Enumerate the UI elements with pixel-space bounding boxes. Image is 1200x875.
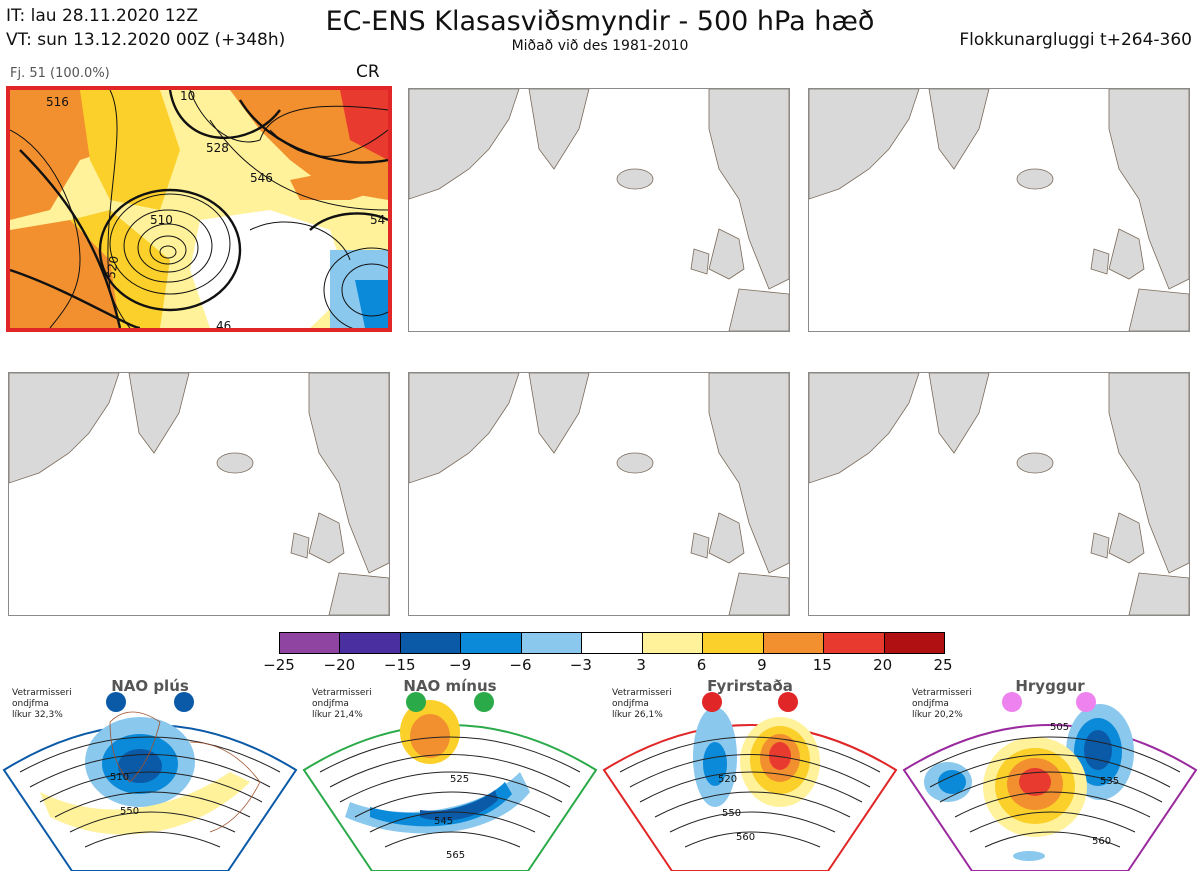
regime-note: Vetrarmisseri ondjfma líkur 32,3% (12, 688, 72, 720)
colorbar-swatch (400, 633, 462, 653)
contour-label: 505 (1050, 722, 1069, 733)
regime-note: Vetrarmisseri ondjfma líkur 26,1% (612, 688, 672, 720)
cluster-regime-code: CR (356, 62, 380, 82)
colorbar-tick-label: 6 (696, 656, 707, 674)
contour-label: 525 (450, 774, 469, 785)
contour-label: 565 (446, 850, 465, 861)
cluster-map-panel-5[interactable] (408, 372, 790, 616)
colorbar-swatch (582, 633, 643, 653)
header-times: IT: lau 28.11.2020 12Z VT: sun 13.12.202… (6, 4, 285, 52)
colorbar-tick-label: −15 (383, 656, 416, 674)
colorbar-tick-label: 3 (636, 656, 646, 674)
regime-note: Vetrarmisseri ondjfma líkur 21,4% (312, 688, 372, 720)
contour-label: 545 (434, 816, 453, 827)
colorbar-tick-label: −25 (263, 656, 295, 674)
regime-panel-blocking: 520 550 560 Fyrirstaða Vetrarmisseri ond… (600, 677, 900, 872)
colorbar-tick-label: −3 (569, 656, 592, 674)
colorbar-swatch (824, 633, 885, 653)
page-title: EC-ENS Klasasviðsmyndir - 500 hPa hæð (325, 6, 875, 37)
regime-map: 505 535 560 (902, 692, 1198, 872)
contour-label: 510 (150, 213, 173, 227)
colorbar-swatch (703, 633, 764, 653)
classification-window: Flokkunargluggi t+264-360 (959, 30, 1192, 50)
regime-note: Vetrarmisseri ondjfma líkur 20,2% (912, 688, 972, 720)
colorbar-swatch (763, 633, 825, 653)
contour-label: 520 (718, 774, 737, 785)
cluster-map-panel-1[interactable]: 516 528 546 510 520 54 46 10 (6, 86, 392, 332)
colorbar-swatch (884, 633, 944, 653)
contour-label: 550 (722, 808, 741, 819)
empty-map (809, 373, 1189, 615)
regime-title: NAO mínus (403, 677, 497, 695)
colorbar-swatch (521, 633, 583, 653)
initial-time: IT: lau 28.11.2020 12Z (6, 6, 198, 26)
regime-title: Hryggur (1015, 677, 1085, 695)
empty-map (409, 373, 789, 615)
regime-panel-ridge: 505 535 560 Hryggur Vetrarmisseri ondjfm… (900, 677, 1200, 872)
cluster-map-panel-3[interactable] (808, 88, 1190, 332)
empty-map (409, 89, 789, 331)
empty-map (9, 373, 389, 615)
cluster-map-panel-6[interactable] (808, 372, 1190, 616)
colorbar-swatch (340, 633, 401, 653)
contour-label: 550 (120, 806, 139, 817)
regime-panel-nao-plus: 510 550 NAO plús Vetrarmisseri ondjfma l… (0, 677, 300, 872)
cluster-map-panel-4[interactable] (8, 372, 390, 616)
page-subtitle: Miðað við des 1981-2010 (511, 38, 689, 54)
cluster-map-panel-2[interactable] (408, 88, 790, 332)
colorbar-tick-label: −6 (509, 656, 532, 674)
colorbar-tick-label: −9 (449, 656, 472, 674)
regime-map: 520 550 560 (602, 692, 898, 872)
colorbar-tick-label: −20 (323, 656, 356, 674)
regime-map: 510 550 (2, 692, 298, 872)
colorbar-tick-label: 25 (933, 656, 953, 674)
colorbar-ticks: −25 −20 −15 −9 −6 −3 3 6 9 15 20 25 (263, 656, 952, 674)
contour-label: 516 (46, 95, 69, 109)
anomaly-colorbar (279, 632, 945, 654)
colorbar-tick-label: 15 (812, 656, 832, 674)
regime-title: Fyrirstaða (707, 677, 793, 695)
colorbar-tick-label: 9 (757, 656, 767, 674)
cluster-label: Fj. 51 (100.0%) (10, 66, 110, 81)
colorbar-swatch (642, 633, 704, 653)
contour-label: 560 (736, 832, 755, 843)
contour-label: 520 (104, 255, 122, 280)
contour-label: 546 (250, 171, 273, 185)
contour-label: 46 (216, 319, 231, 328)
regime-map: 525 545 565 (302, 692, 598, 872)
contour-label: 528 (206, 141, 229, 155)
contour-label: 535 (1100, 776, 1119, 787)
regime-panel-nao-minus: 525 545 565 NAO mínus Vetrarmisseri ondj… (300, 677, 600, 872)
regime-title: NAO plús (111, 677, 189, 695)
empty-map (809, 89, 1189, 331)
colorbar-swatch (461, 633, 522, 653)
contour-label: 54 (370, 213, 385, 227)
colorbar-swatch (280, 633, 341, 653)
contour-label: 560 (1092, 836, 1111, 847)
contour-label: 10 (180, 90, 195, 103)
colorbar-tick-label: 20 (873, 656, 893, 674)
contour-label: 510 (110, 772, 129, 783)
cluster-map: 516 528 546 510 520 54 46 10 (10, 90, 388, 328)
valid-time: VT: sun 13.12.2020 00Z (+348h) (6, 30, 286, 50)
